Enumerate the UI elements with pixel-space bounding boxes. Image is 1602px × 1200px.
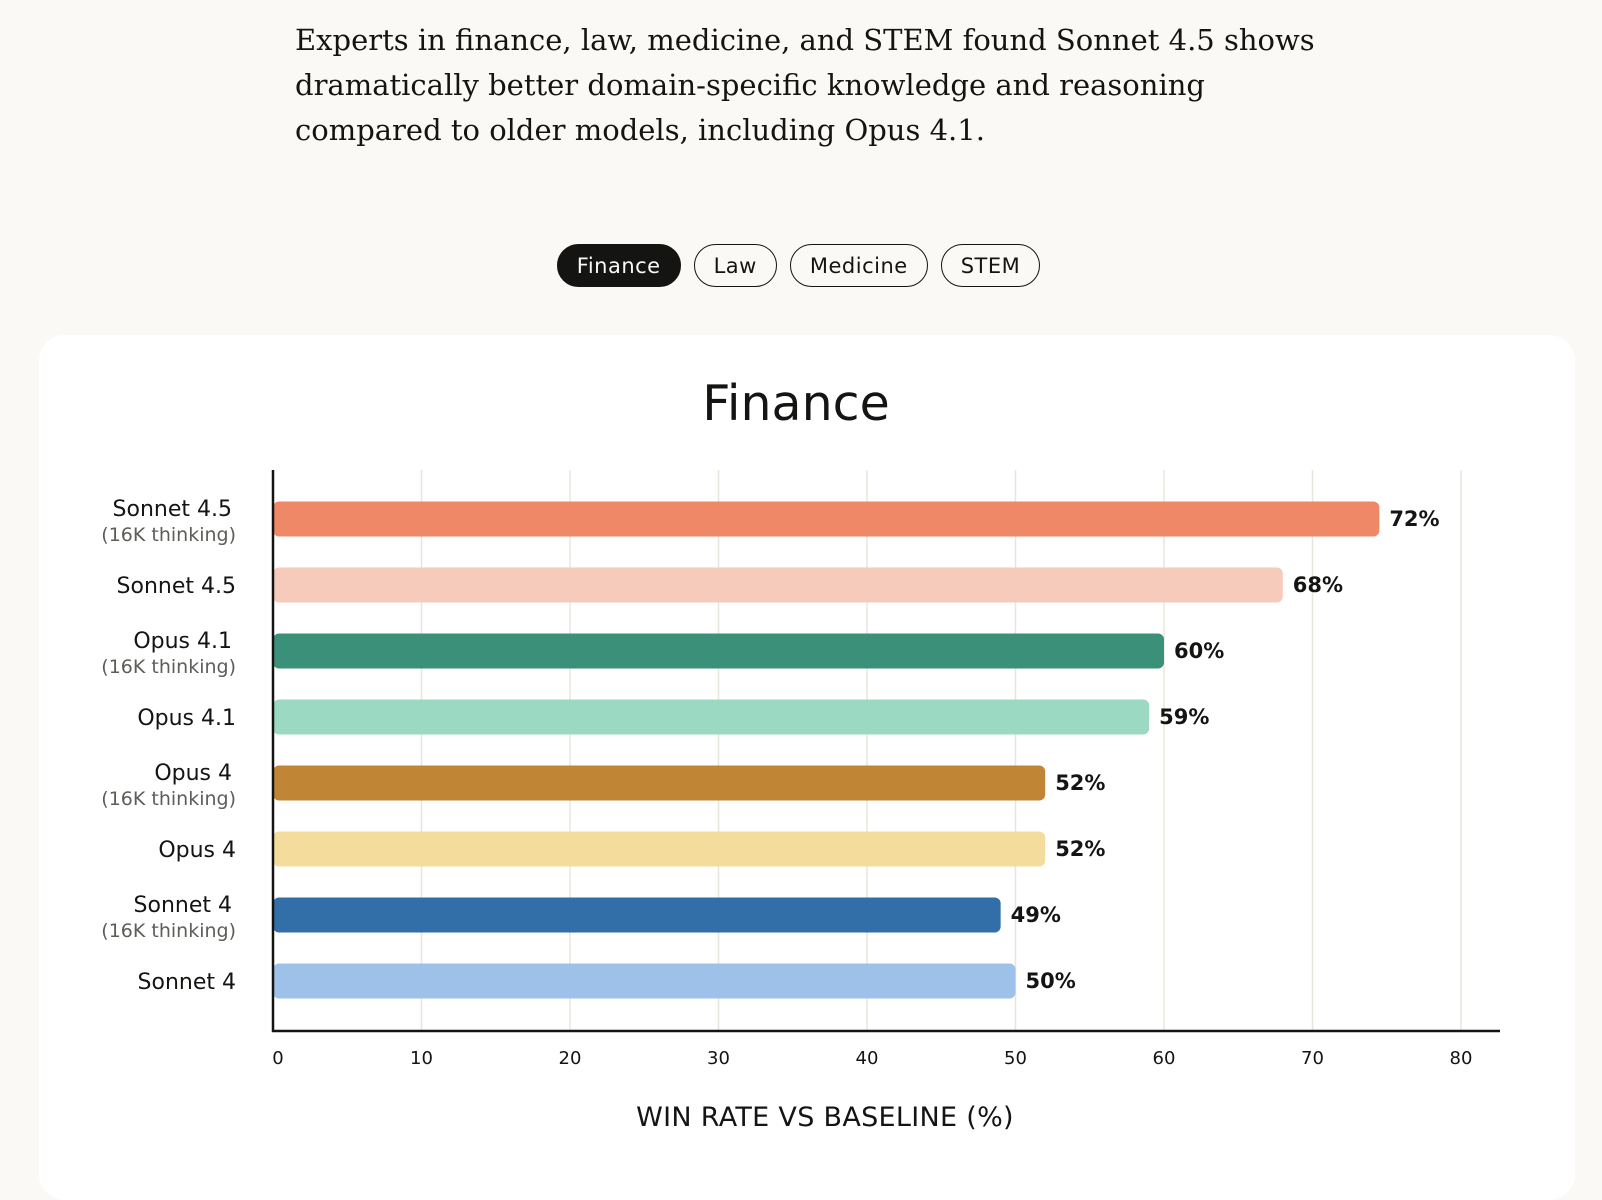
category-sublabel: (16K thinking) [101,788,236,810]
value-label: 52% [1055,837,1105,861]
value-label: 50% [1026,969,1076,993]
value-label: 60% [1174,639,1224,663]
tab-stem[interactable]: STEM [940,244,1041,287]
x-tick-label: 50 [1004,1048,1027,1069]
bar [273,897,1001,933]
bar [273,501,1380,537]
category-label: Sonnet 4 [134,893,232,918]
tab-finance[interactable]: Finance [556,244,681,287]
x-tick-label: 40 [856,1048,879,1069]
x-tick-label: 80 [1450,1048,1473,1069]
bar [273,699,1150,735]
x-tick-label: 60 [1153,1048,1176,1069]
tab-law[interactable]: Law [693,244,777,287]
value-label: 59% [1159,705,1209,729]
x-axis-label: WIN RATE VS BASELINE (%) [636,1102,1014,1133]
bar [273,963,1016,999]
chart-title: Finance [702,375,890,432]
bar [273,831,1046,867]
x-tick-label: 10 [410,1048,433,1069]
category-label: Opus 4 [154,761,232,786]
x-tick-label: 20 [559,1048,582,1069]
value-label: 68% [1293,573,1343,597]
category-sublabel: (16K thinking) [101,656,236,678]
bar [273,633,1164,669]
tab-medicine[interactable]: Medicine [789,244,928,287]
category-label: Opus 4.1 [137,706,236,731]
category-sublabel: (16K thinking) [101,524,236,546]
category-label: Sonnet 4.5 [113,497,232,522]
value-label: 49% [1011,903,1061,927]
value-label: 52% [1055,771,1105,795]
domain-tabs: Finance Law Medicine STEM [0,244,1602,287]
x-tick-label: 70 [1301,1048,1324,1069]
category-label: Opus 4.1 [133,629,232,654]
intro-paragraph: Experts in finance, law, medicine, and S… [295,23,1315,147]
category-label: Opus 4 [158,838,236,863]
x-tick-label: 0 [272,1048,283,1069]
category-label: Sonnet 4.5 [117,574,236,599]
category-label: Sonnet 4 [138,970,236,995]
x-tick-label: 30 [707,1048,730,1069]
value-label: 72% [1389,507,1439,531]
bar [273,765,1046,801]
category-sublabel: (16K thinking) [101,920,236,942]
bar [273,567,1283,603]
